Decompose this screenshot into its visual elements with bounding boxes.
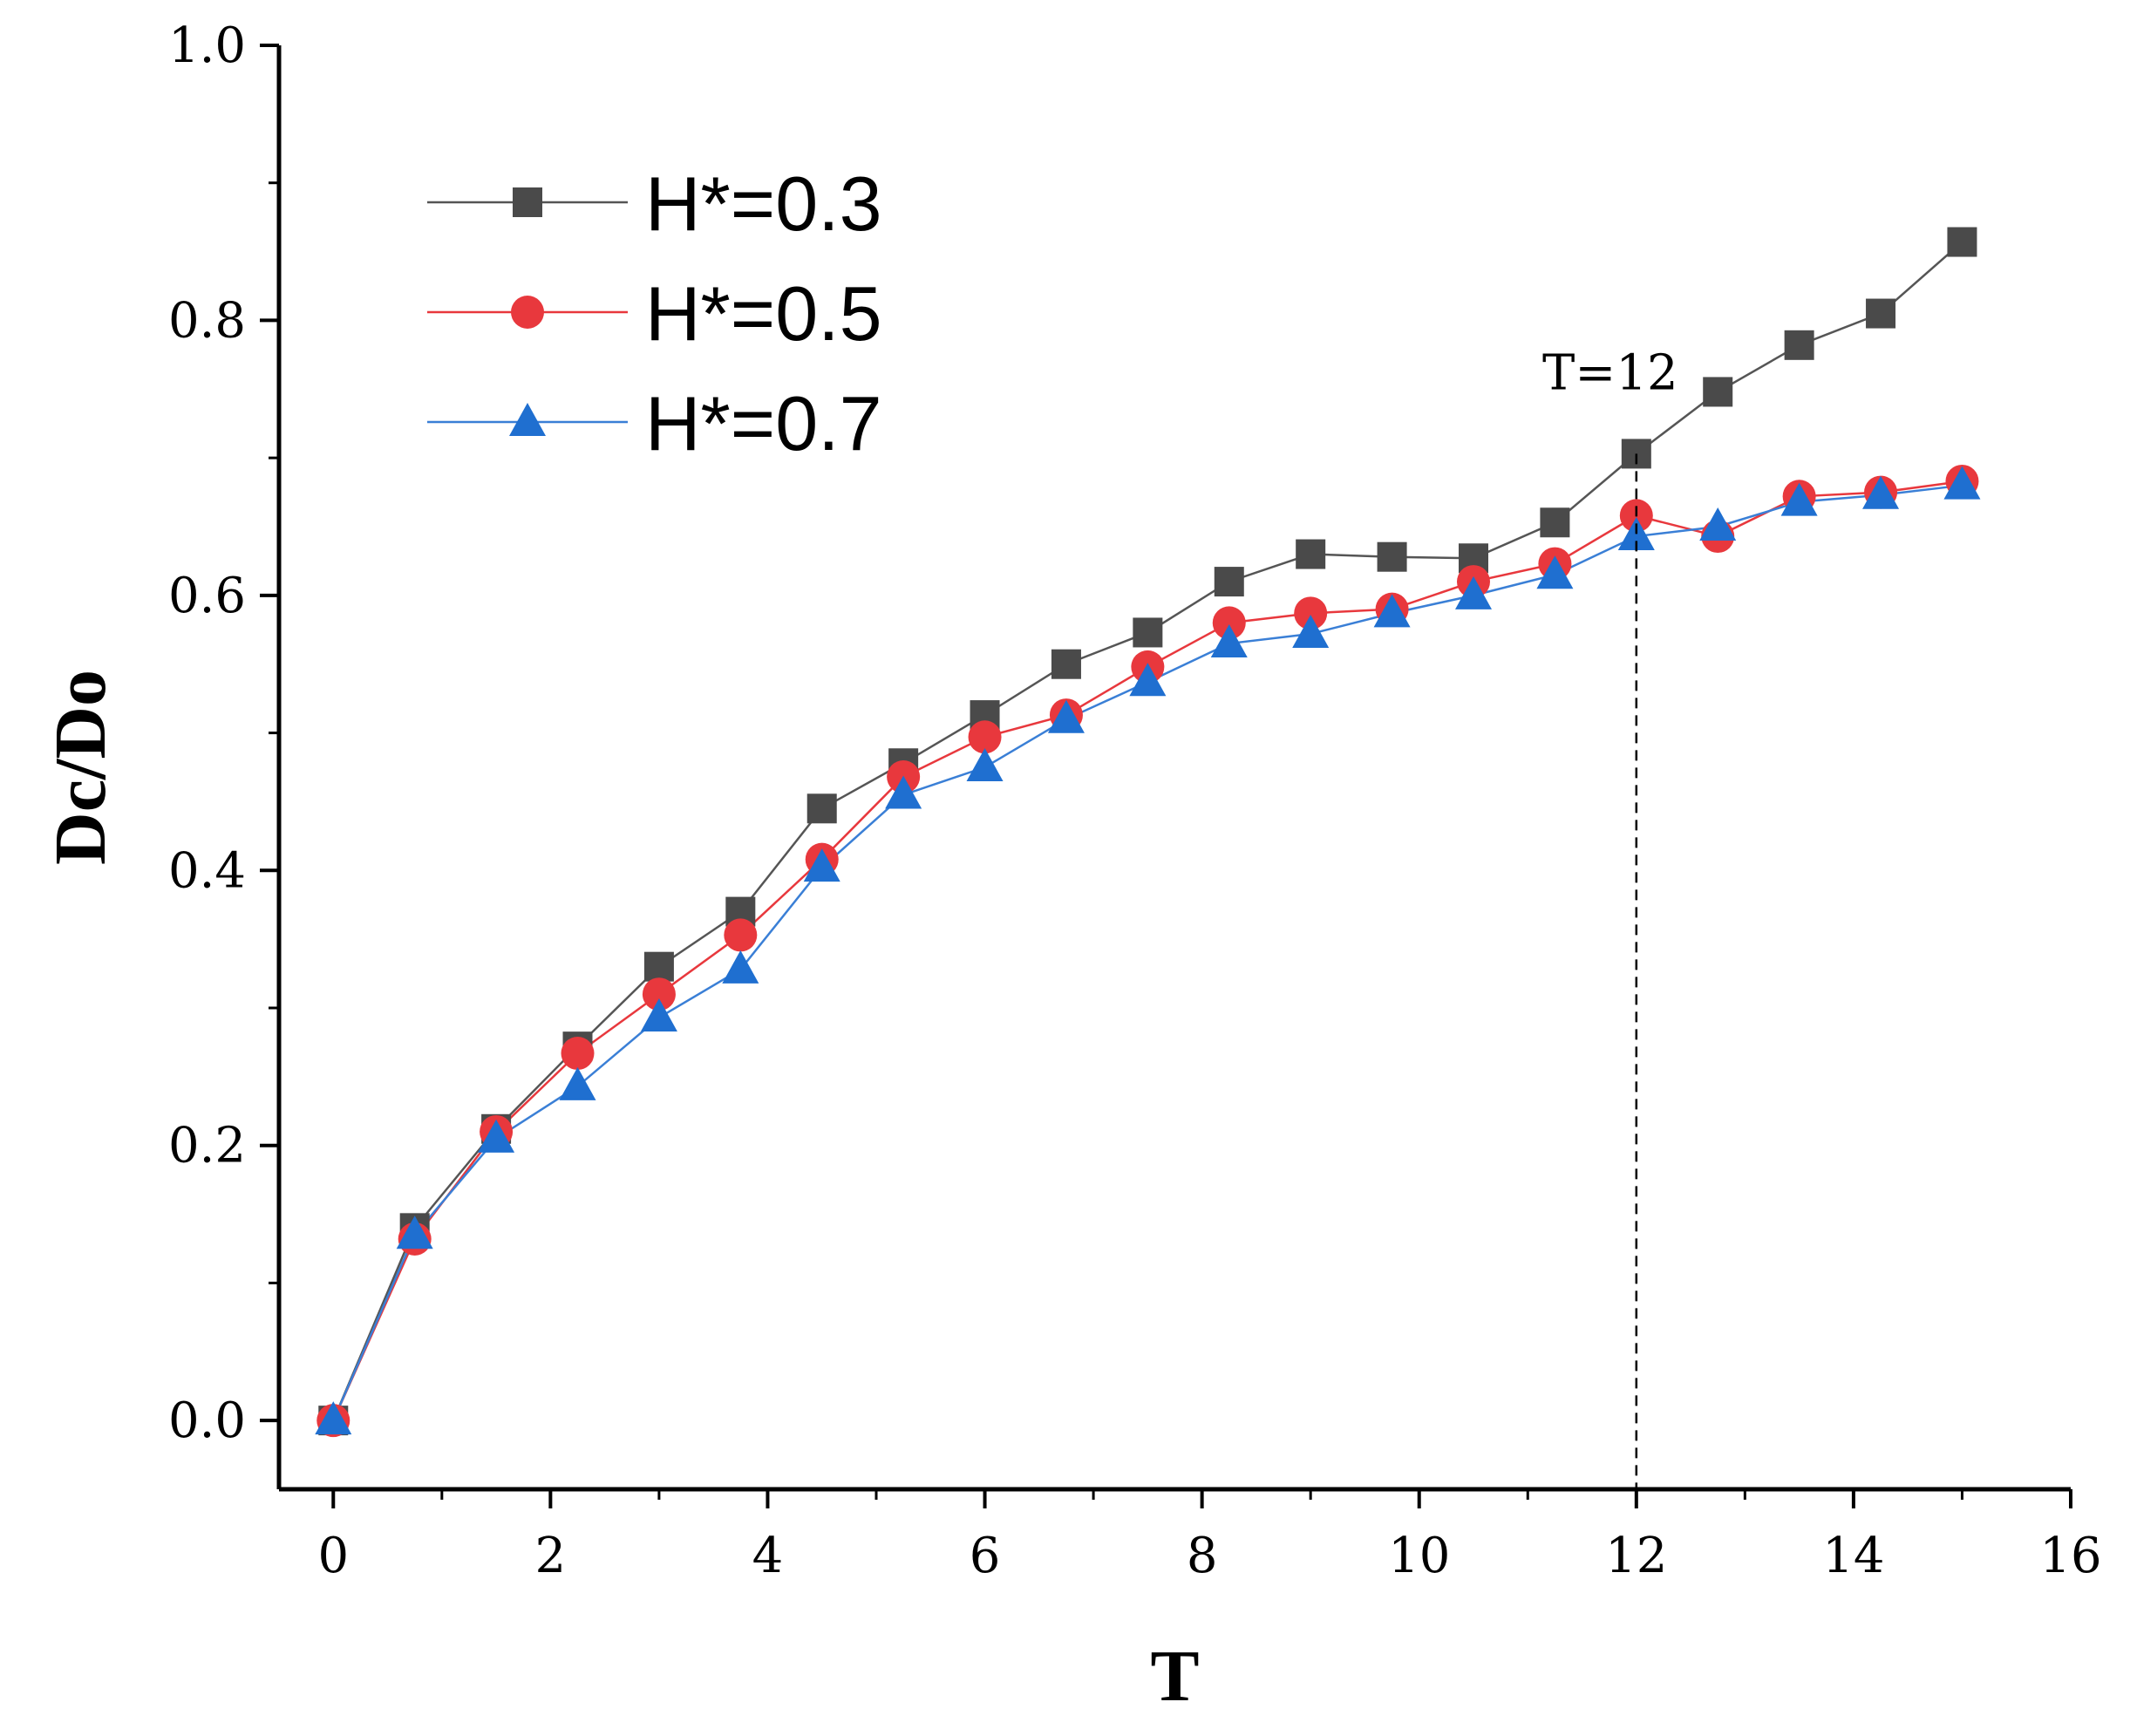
series-3-point bbox=[640, 998, 677, 1032]
legend-label-1: H*=0.3 bbox=[645, 160, 882, 247]
x-tick-label: 14 bbox=[1822, 1528, 1884, 1584]
series-1-point bbox=[1703, 377, 1733, 407]
legend-marker-2 bbox=[511, 296, 544, 329]
x-tick-label: 2 bbox=[535, 1528, 567, 1584]
series-2-point bbox=[1212, 606, 1246, 640]
series-2-point bbox=[968, 720, 1002, 754]
legend-label-2: H*=0.5 bbox=[645, 270, 882, 357]
legend-marker-3 bbox=[509, 403, 546, 436]
legend: H*=0.3 H*=0.5 H*=0.7 bbox=[427, 160, 882, 466]
series-2-point bbox=[1294, 596, 1328, 630]
series-3-point bbox=[722, 950, 759, 984]
legend-marker-1 bbox=[513, 187, 542, 217]
series-3-point bbox=[559, 1066, 596, 1100]
y-tick-label: 1.0 bbox=[168, 17, 246, 74]
series-1-point bbox=[1214, 567, 1244, 597]
series-3-point bbox=[1292, 615, 1330, 649]
x-tick-label: 16 bbox=[2039, 1528, 2101, 1584]
y-tick-label: 0.0 bbox=[168, 1392, 246, 1449]
y-axis-title: Dc/Do bbox=[40, 670, 121, 865]
series-3-point bbox=[1047, 699, 1085, 733]
y-ticks: 0.0 0.2 0.4 0.6 0.8 1.0 bbox=[168, 17, 279, 1449]
annotation-layer: T=12 bbox=[1542, 344, 1678, 1489]
series-3-point bbox=[1862, 475, 1900, 509]
x-tick-label: 4 bbox=[752, 1528, 784, 1584]
x-tick-label: 0 bbox=[317, 1528, 349, 1584]
series-3-point bbox=[396, 1215, 433, 1249]
series-1-point bbox=[1133, 617, 1163, 648]
x-tick-label: 8 bbox=[1187, 1528, 1218, 1584]
series-1-point bbox=[1540, 507, 1570, 538]
series-1-point bbox=[1784, 330, 1814, 360]
axes: 0 2 4 6 8 10 12 14 16 0.0 0.2 0.4 0.6 0.8 1.0 bbox=[168, 17, 2102, 1584]
series-1-point bbox=[643, 951, 674, 982]
x-tick-label: 10 bbox=[1388, 1528, 1450, 1584]
series-1-point bbox=[1377, 541, 1407, 572]
plot-markers bbox=[315, 227, 1981, 1438]
x-tick-label: 6 bbox=[970, 1528, 1001, 1584]
series-2-point bbox=[724, 918, 758, 952]
series-3-point bbox=[1780, 482, 1818, 516]
series-1-point bbox=[806, 793, 837, 824]
annotation-label: T=12 bbox=[1542, 344, 1678, 401]
series-3-point bbox=[966, 748, 1004, 781]
x-ticks: 0 2 4 6 8 10 12 14 16 bbox=[317, 1489, 2102, 1584]
series-3-point bbox=[1943, 466, 1981, 500]
series-3-point bbox=[1129, 663, 1167, 697]
series-3-point bbox=[1210, 624, 1248, 658]
series-1-point bbox=[1296, 539, 1326, 569]
series-3-point bbox=[1699, 507, 1737, 541]
series-3-point bbox=[1373, 594, 1411, 628]
legend-label-3: H*=0.7 bbox=[645, 380, 882, 466]
series-3-point bbox=[1536, 555, 1574, 589]
y-tick-label: 0.2 bbox=[168, 1118, 246, 1174]
y-tick-label: 0.6 bbox=[168, 568, 246, 624]
series-3-point bbox=[478, 1119, 515, 1153]
series-3-point bbox=[315, 1401, 352, 1435]
x-tick-label: 12 bbox=[1605, 1528, 1667, 1584]
y-tick-label: 0.8 bbox=[168, 292, 246, 349]
x-axis-title: T bbox=[1150, 1636, 1199, 1717]
series-3-point bbox=[1455, 575, 1492, 609]
series-2-point bbox=[561, 1037, 595, 1071]
series-1-point bbox=[1866, 298, 1896, 329]
series-1-point bbox=[1051, 649, 1081, 679]
series-3-point bbox=[803, 848, 840, 882]
series-1-point bbox=[1947, 227, 1977, 257]
y-tick-label: 0.4 bbox=[168, 842, 246, 899]
series-2-point bbox=[642, 977, 676, 1011]
series-3-point bbox=[885, 775, 922, 809]
